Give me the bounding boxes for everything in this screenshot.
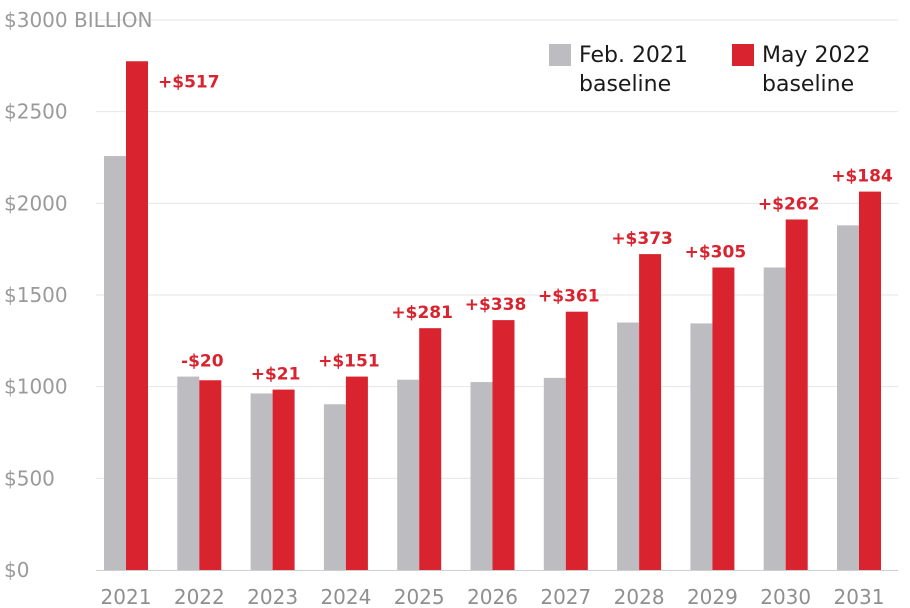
data-label-2024: +$151 [318,352,380,372]
bar-feb-2021-2027 [543,377,566,570]
data-label-2029: +$305 [685,243,747,263]
bar-may-2022-2027 [565,311,588,570]
bar-may-2022-2031 [859,191,881,570]
y-tick-label: $500 [4,466,55,490]
data-label-2026: +$338 [465,295,527,315]
bar-may-2022-2030 [785,219,808,570]
bar-may-2022-2022 [199,380,222,570]
bar-feb-2021-2022 [177,376,200,570]
bar-may-2022-2024 [345,376,368,570]
bar-may-2022-2023 [272,389,295,570]
y-tick-label: $2000 [4,191,68,215]
y-tick-label: $1500 [4,283,68,307]
y-tick-label: $0 [4,558,29,582]
legend-label-may-2022-line-1: May 2022 [762,43,870,68]
x-tick-label-2024: 2024 [320,585,371,608]
data-label-2031: +$184 [831,167,893,187]
data-label-2021: +$517 [158,72,220,92]
y-tick-label: $3000 BILLION [4,8,153,32]
data-label-2025: +$281 [391,303,453,323]
legend: Feb. 2021 baseline May 2022 baseline [549,43,870,97]
bar-feb-2021-2024 [323,404,346,570]
x-tick-label-2023: 2023 [247,585,298,608]
bar-may-2022-2029 [712,267,735,570]
legend-label-feb-2021-line-2: baseline [579,72,671,97]
y-tick-label: $2500 [4,100,68,124]
legend-swatch-may-2022 [732,44,754,66]
legend-label-feb-2021-line-1: Feb. 2021 [579,43,688,68]
x-tick-label-2021: 2021 [101,585,152,608]
x-tick-label-2022: 2022 [174,585,225,608]
x-axis: 2021 2022 2023 2024 2025 2026 2027 2028 2029 2030… [96,570,898,608]
bar-may-2022-2028 [639,254,662,570]
x-tick-label-2026: 2026 [467,585,518,608]
x-tick-label-2030: 2030 [760,585,811,608]
data-label-2028: +$373 [611,229,673,249]
x-tick-label-2029: 2029 [687,585,738,608]
bar-may-2022-2021 [126,61,148,570]
y-tick-label: $1000 [4,375,68,399]
bar-feb-2021-2025 [397,379,420,570]
data-labels: +$517 -$20 +$21 +$151 +$281 +$338 +$361 +$373 +$… [158,72,893,384]
bar-feb-2021-2030 [763,267,786,570]
bar-feb-2021-2031 [837,225,859,571]
x-tick-label-2028: 2028 [614,585,665,608]
data-label-2023: +$21 [251,365,301,385]
bar-may-2022-2025 [419,328,442,570]
x-tick-label-2031: 2031 [834,585,885,608]
bar-may-2022-2026 [492,320,515,570]
x-tick-label-2027: 2027 [540,585,591,608]
bars [104,61,881,571]
data-label-2027: +$361 [538,287,600,307]
data-label-2022: -$20 [181,352,224,372]
legend-label-may-2022-line-2: baseline [762,72,854,97]
bar-feb-2021-2026 [470,382,493,570]
bar-feb-2021-2023 [250,393,273,570]
bar-feb-2021-2028 [617,322,640,570]
data-label-2030: +$262 [758,194,820,214]
bar-feb-2021-2029 [690,323,713,570]
bar-feb-2021-2021 [104,156,126,571]
legend-swatch-feb-2021 [549,44,571,66]
x-tick-label-2025: 2025 [394,585,445,608]
y-axis: $0 $500 $1000 $1500 $2000 $2500 $3000 BILLION [4,8,153,582]
